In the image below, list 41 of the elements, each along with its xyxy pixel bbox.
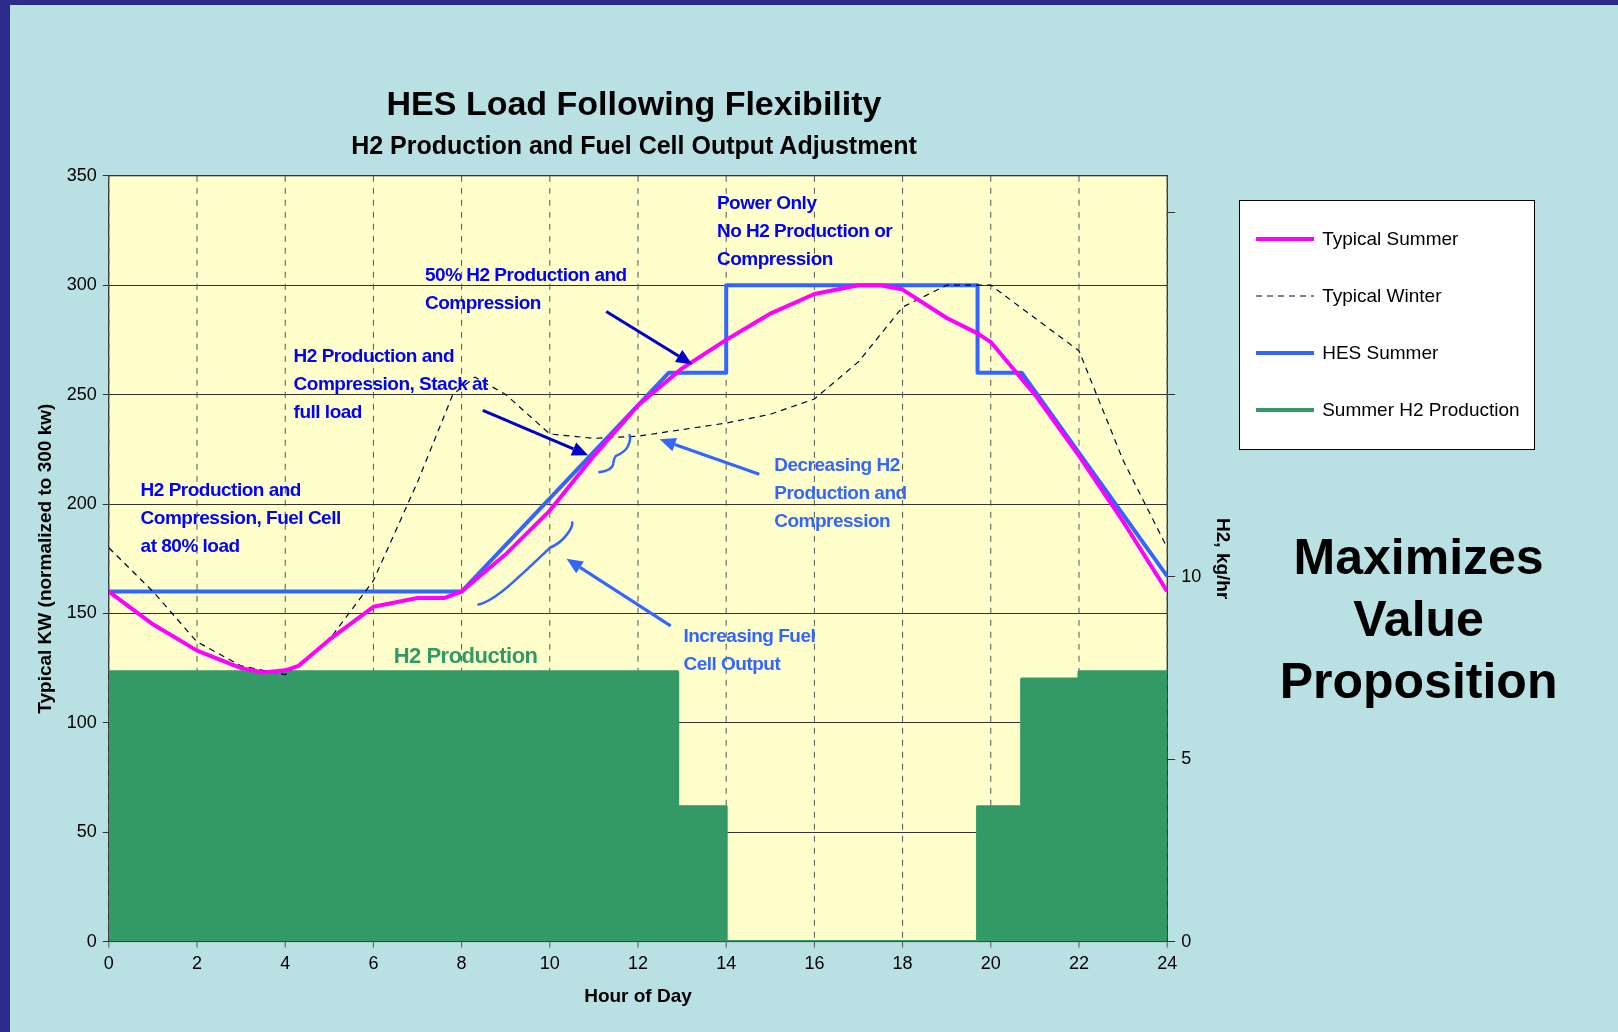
annotation: Increasing Fuel Cell Output <box>683 624 816 677</box>
y2-axis-title: H2, kg/hr <box>1213 518 1235 600</box>
x-tick-label: 4 <box>280 953 291 974</box>
x-tick-label: 20 <box>980 953 1001 974</box>
x-tick-label: 24 <box>1157 953 1178 974</box>
legend-label: Typical Summer <box>1322 228 1459 251</box>
annotation: H2 Production and Compression, Stack at full load <box>293 344 488 425</box>
y2-tick-label: 5 <box>1181 748 1192 769</box>
annotation: H2 Production <box>393 641 538 670</box>
x-tick-label: 22 <box>1068 953 1089 974</box>
annotation: 50% H2 Production and Compression <box>425 263 627 316</box>
text: Maximizes Value Proposition <box>1279 528 1558 709</box>
y-tick-label: 250 <box>66 383 97 404</box>
x-tick-label: 6 <box>368 953 379 974</box>
x-tick-label: 18 <box>892 953 913 974</box>
x-tick-label: 2 <box>192 953 203 974</box>
chart-subtitle: H2 Production and Fuel Cell Output Adjustment <box>351 130 918 159</box>
y-tick-label: 300 <box>66 274 97 295</box>
x-tick-label: 10 <box>539 953 560 974</box>
annotation: H2 Production and Compression, Fuel Cell at 80% load <box>140 477 341 558</box>
legend-label: Typical Winter <box>1322 285 1442 308</box>
x-tick-label: 12 <box>627 953 649 974</box>
y-tick-label: 50 <box>76 821 97 842</box>
chart-title: HES Load Following Flexibility <box>386 83 882 122</box>
x-tick-label: 0 <box>103 953 114 974</box>
x-axis-title: Hour of Day <box>584 984 693 1006</box>
legend-label: Summer H2 Production <box>1322 399 1520 422</box>
y-tick-label: 200 <box>66 492 97 513</box>
y-tick-label: 350 <box>66 164 97 185</box>
x-tick-label: 14 <box>716 953 737 974</box>
y-tick-label: 150 <box>66 602 97 623</box>
y-axis-title: Typical KW (normalized to 300 kw) <box>33 403 55 714</box>
annotation: Power Only No H2 Production or Compression <box>716 190 893 271</box>
x-tick-label: 8 <box>456 953 467 974</box>
y-tick-label: 0 <box>86 930 97 951</box>
y2-tick-label: 10 <box>1181 565 1202 586</box>
y2-tick-label: 0 <box>1181 930 1192 951</box>
annotation: Decreasing H2 Production and Compression <box>774 453 907 534</box>
legend-label: HES Summer <box>1322 342 1439 365</box>
x-tick-label: 16 <box>804 953 825 974</box>
y-tick-label: 100 <box>66 711 97 732</box>
